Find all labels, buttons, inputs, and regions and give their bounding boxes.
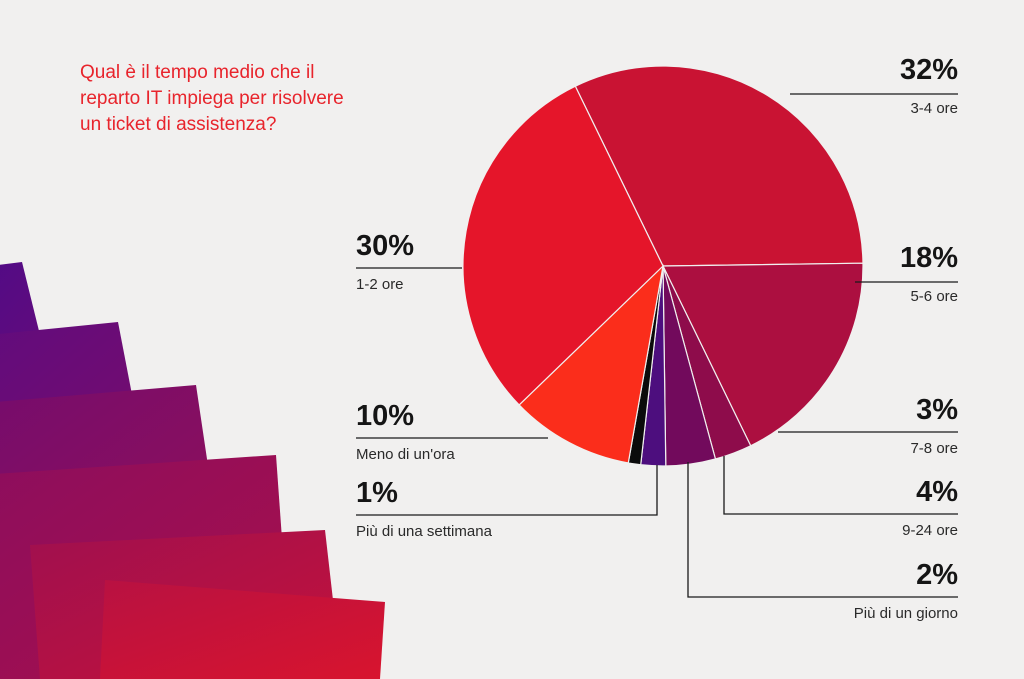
label-7-8-ore: 3% 7-8 ore: [738, 394, 958, 458]
pie-slice-meno-di-un-ora: [518, 264, 664, 464]
pie-chart: [462, 65, 864, 467]
pct-5-6-ore: 18%: [899, 242, 958, 274]
chart-title: Qual è il tempo medio che il reparto IT …: [80, 60, 460, 138]
pct-meno-di-un-ora: 10%: [356, 400, 415, 432]
cat-1-2-ore: 1-2 ore: [356, 276, 404, 293]
cat-piu-di-un-giorno: Più di un giorno: [853, 605, 958, 622]
pct-1-2-ore: 30%: [356, 230, 415, 262]
pie-slice-1-2-ore: [462, 85, 664, 406]
leader-line-9-24-ore: [723, 456, 958, 515]
label-3-4-ore: 32% 3-4 ore: [738, 54, 958, 118]
pie-slice-3-4-ore: [574, 65, 864, 267]
title-line-3: un ticket di assistenza?: [80, 114, 277, 135]
pie-slice-5-6-ore: [662, 262, 864, 447]
decor-square-6: [100, 580, 385, 679]
pct-piu-di-una-settimana: 1%: [356, 477, 398, 509]
label-9-24-ore: 4% 9-24 ore: [738, 476, 958, 540]
cat-9-24-ore: 9-24 ore: [902, 522, 958, 539]
title-line-2: reparto IT impiega per risolvere: [80, 88, 344, 109]
label-meno-di-un-ora: 10% Meno di un'ora: [356, 400, 576, 464]
pct-9-24-ore: 4%: [916, 476, 958, 508]
leader-line-piu-di-un-giorno: [687, 462, 958, 598]
cat-7-8-ore: 7-8 ore: [910, 440, 958, 457]
cat-meno-di-un-ora: Meno di un'ora: [356, 446, 455, 463]
title-line-1: Qual è il tempo medio che il: [80, 62, 315, 83]
cat-piu-di-una-settimana: Più di una settimana: [356, 523, 492, 540]
pct-3-4-ore: 32%: [899, 54, 958, 86]
cat-5-6-ore: 5-6 ore: [910, 288, 958, 305]
cat-3-4-ore: 3-4 ore: [910, 100, 958, 117]
label-1-2-ore: 30% 1-2 ore: [356, 230, 576, 294]
leader-lines: [356, 93, 958, 598]
pct-piu-di-un-giorno: 2%: [916, 559, 958, 591]
decorative-shapes: [0, 262, 385, 679]
label-5-6-ore: 18% 5-6 ore: [738, 242, 958, 306]
label-piu-di-una-settimana: 1% Più di una settimana: [356, 477, 576, 541]
label-piu-di-un-giorno: 2% Più di un giorno: [738, 559, 958, 623]
pct-7-8-ore: 3%: [916, 394, 958, 426]
leader-line-piu-di-una-settimana: [356, 465, 658, 516]
